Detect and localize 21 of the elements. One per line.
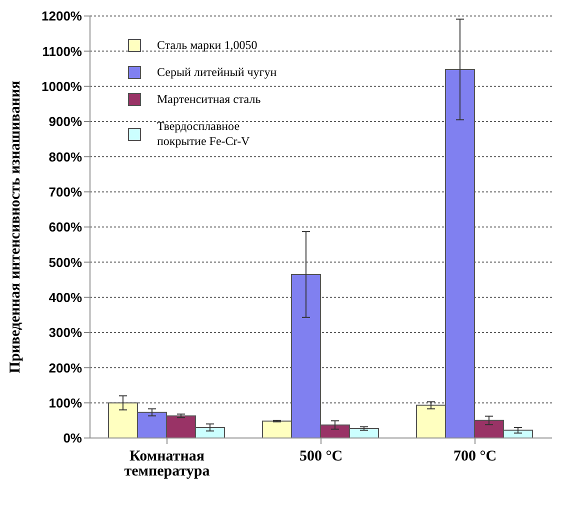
legend-label: Мартенситная сталь (157, 92, 261, 107)
legend-label: Сталь марки 1,0050 (157, 38, 258, 53)
y-tick-label: 200% (48, 360, 82, 376)
y-tick-label: 1200% (42, 8, 82, 24)
y-tick-label: 1100% (42, 44, 82, 59)
y-axis-title: Приведенная интенсивность изнашивания (7, 80, 24, 374)
y-tick-label: 700% (48, 184, 82, 200)
y-tick-label: 600% (48, 220, 82, 235)
y-tick-label: 100% (48, 395, 82, 410)
legend-label: Твердосплавное покрытие Fe-Cr-V (157, 119, 251, 149)
y-tick-label: 400% (48, 290, 82, 305)
y-tick-label: 1000% (42, 78, 82, 94)
x-tick-label: Комнатная температура (124, 448, 210, 480)
x-tick-label: 700 °C (453, 448, 497, 465)
legend-label: Серый литейный чугун (157, 65, 277, 80)
y-tick-label: 900% (48, 114, 82, 130)
y-tick-label: 300% (48, 325, 82, 340)
y-tick-label: 0% (63, 430, 82, 446)
y-tick-label: 500% (48, 254, 82, 270)
x-tick-label: 500 °C (299, 448, 343, 465)
y-tick-label: 800% (48, 149, 82, 164)
